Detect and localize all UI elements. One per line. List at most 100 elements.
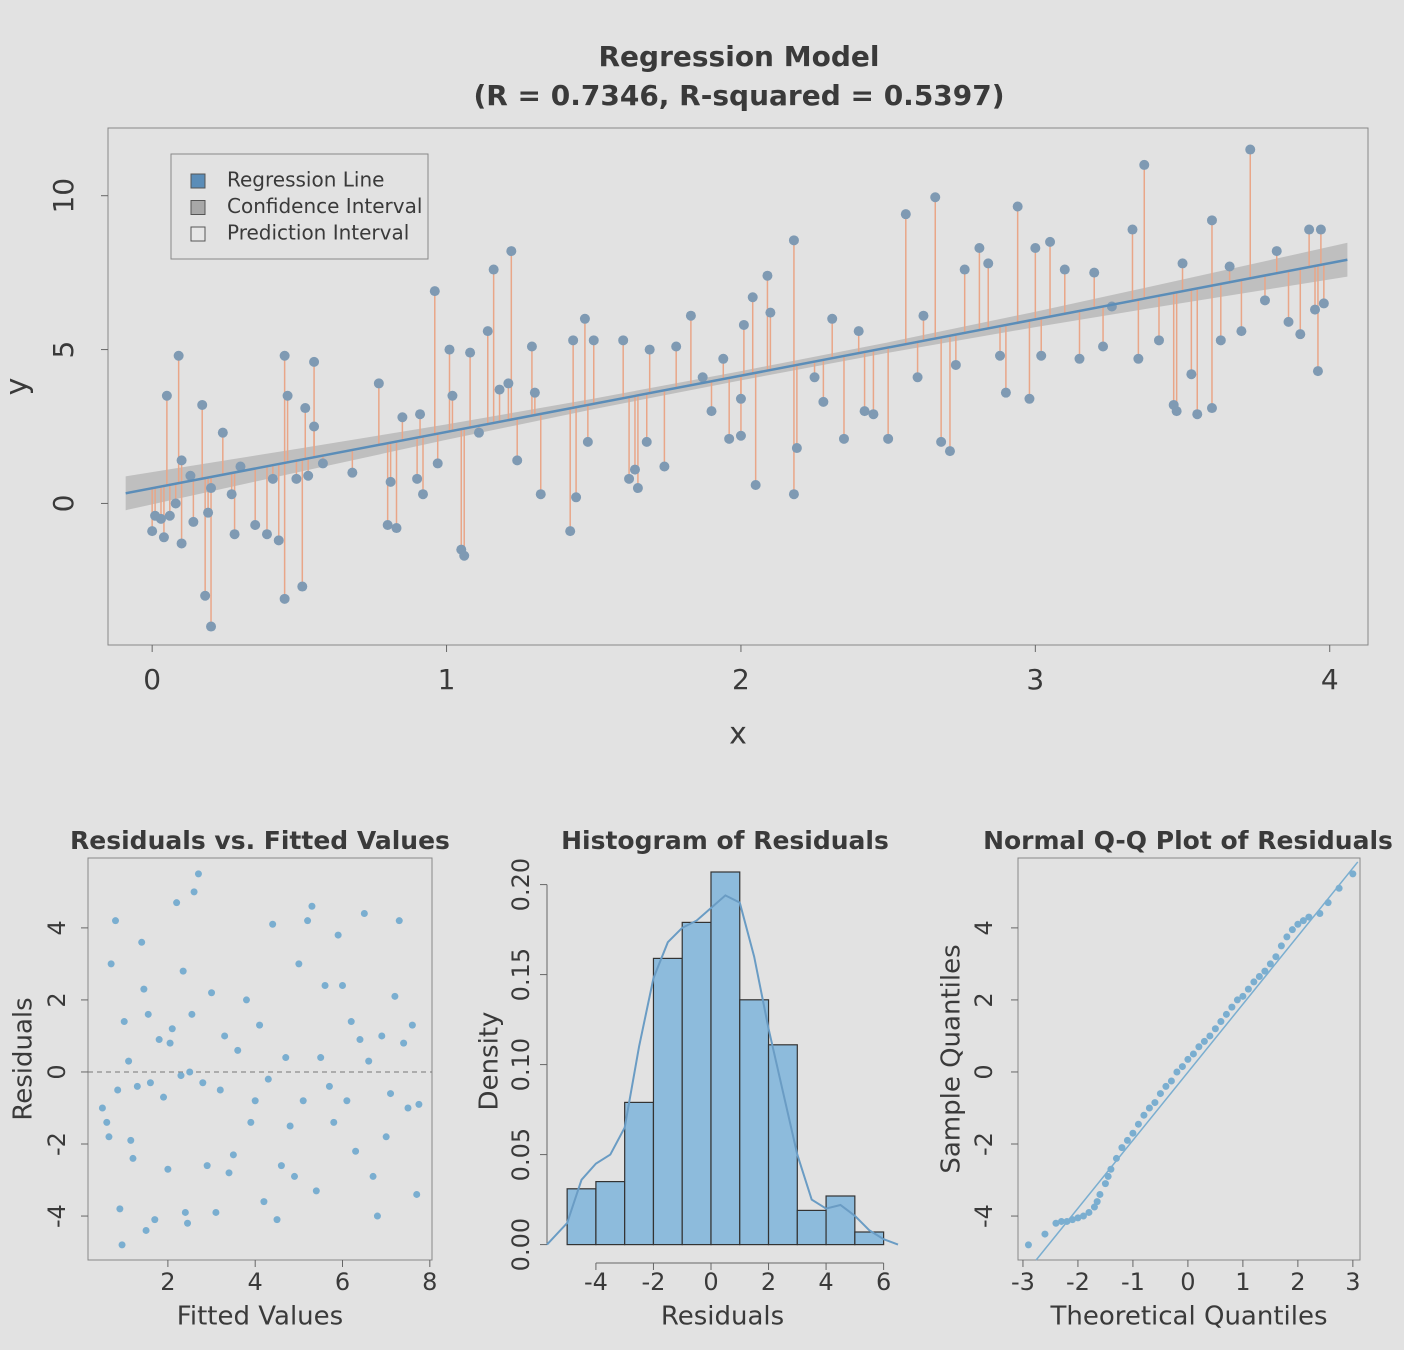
point xyxy=(1030,243,1041,254)
point xyxy=(251,1097,259,1105)
x-tick-label: 4 xyxy=(818,1268,833,1296)
density-curve xyxy=(546,894,899,1246)
point xyxy=(382,1133,390,1141)
point xyxy=(235,461,246,472)
chart-title: Normal Q-Q Plot of Residuals xyxy=(983,826,1393,855)
point xyxy=(415,409,426,420)
point xyxy=(373,1212,381,1220)
legend-frame xyxy=(170,153,429,260)
point xyxy=(1139,159,1150,170)
point xyxy=(1206,403,1217,414)
point xyxy=(1112,1154,1120,1162)
y-tick-label: 0 xyxy=(47,495,80,513)
y-tick-label: 0.00 xyxy=(507,1218,535,1271)
point xyxy=(1167,1077,1175,1085)
point xyxy=(330,1118,338,1126)
point xyxy=(482,326,493,337)
y-tick-label: -4 xyxy=(970,1204,998,1228)
point xyxy=(356,1036,364,1044)
point xyxy=(447,390,458,401)
point xyxy=(1283,933,1291,941)
point xyxy=(360,909,368,917)
bar xyxy=(595,1180,626,1246)
point xyxy=(488,264,499,275)
x-tick-label: 4 xyxy=(248,1268,263,1296)
point xyxy=(735,393,746,404)
point xyxy=(1074,1214,1082,1222)
point xyxy=(166,1039,174,1047)
point xyxy=(579,313,590,324)
point xyxy=(1271,246,1282,257)
point xyxy=(144,1010,152,1018)
point xyxy=(1127,224,1138,235)
x-tick-label: 1 xyxy=(1235,1268,1250,1296)
point xyxy=(838,433,849,444)
legend-swatch xyxy=(190,173,206,189)
point xyxy=(217,427,228,438)
x-tick-label: 2 xyxy=(761,1268,776,1296)
point xyxy=(387,1090,395,1098)
point xyxy=(176,455,187,466)
point xyxy=(1295,329,1306,340)
point xyxy=(1096,1190,1104,1198)
point xyxy=(1162,1082,1170,1090)
chart-title: Residuals vs. Fitted Values xyxy=(70,826,450,855)
point xyxy=(1224,261,1235,272)
legend-swatch xyxy=(190,226,206,242)
point xyxy=(286,1122,294,1130)
point xyxy=(983,258,994,269)
chart-title: Histogram of Residuals xyxy=(561,826,889,855)
point xyxy=(303,470,314,481)
point xyxy=(339,982,347,990)
y-axis-label: Density xyxy=(475,1012,505,1111)
x-axis-label: x xyxy=(729,717,747,752)
point xyxy=(385,476,396,487)
point xyxy=(155,513,166,524)
point xyxy=(188,1010,196,1018)
point xyxy=(1211,1025,1219,1033)
point xyxy=(168,1025,176,1033)
point xyxy=(325,1082,333,1090)
point xyxy=(565,526,576,537)
point xyxy=(659,461,670,472)
point xyxy=(140,985,148,993)
point xyxy=(300,403,311,414)
point xyxy=(1324,899,1332,907)
point xyxy=(273,1216,281,1224)
y-tick-label: 0.05 xyxy=(507,1128,535,1181)
point xyxy=(112,917,120,925)
point xyxy=(260,1198,268,1206)
y-axis-label: Residuals xyxy=(9,997,39,1120)
x-axis-label: Theoretical Quantiles xyxy=(1049,1302,1327,1332)
point xyxy=(644,344,655,355)
point xyxy=(788,235,799,246)
legend-label: Confidence Interval xyxy=(227,194,422,218)
point xyxy=(317,458,328,469)
point xyxy=(473,427,484,438)
bar xyxy=(854,1231,885,1246)
point xyxy=(203,1162,211,1170)
point xyxy=(1349,870,1357,878)
point xyxy=(1089,267,1100,278)
y-tick-label: -2 xyxy=(970,1132,998,1156)
point xyxy=(429,286,440,297)
point xyxy=(206,621,217,632)
point xyxy=(242,996,250,1004)
point xyxy=(827,313,838,324)
bar xyxy=(681,921,712,1246)
point xyxy=(186,1068,194,1076)
point xyxy=(506,246,517,257)
point xyxy=(1318,298,1329,309)
bar xyxy=(566,1188,597,1246)
point xyxy=(309,421,320,432)
point xyxy=(173,350,184,361)
point xyxy=(264,1075,272,1083)
point xyxy=(216,1086,224,1094)
point xyxy=(1140,1111,1148,1119)
point xyxy=(671,341,682,352)
x-tick-label: 1 xyxy=(438,663,456,696)
point xyxy=(535,489,546,500)
point xyxy=(297,581,308,592)
point xyxy=(494,384,505,395)
